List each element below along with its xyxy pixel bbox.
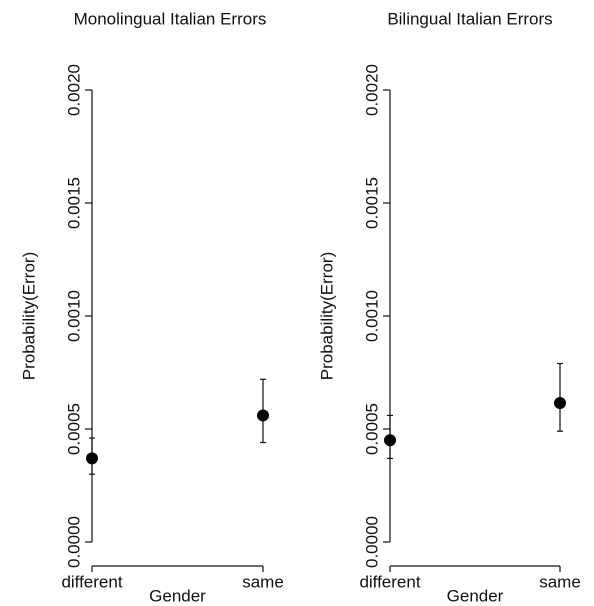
point (257, 409, 269, 422)
y-tick-label: 0.0015 (64, 177, 83, 229)
x-axis-label: Gender (149, 586, 206, 605)
point (86, 452, 98, 465)
chart-title: Bilingual Italian Errors (387, 9, 552, 28)
y-axis-label: Probability(Error) (19, 252, 38, 380)
y-tick-label: 0.0005 (64, 403, 83, 455)
x-tick-label: different (359, 572, 420, 591)
y-tick-label: 0.0005 (362, 403, 381, 455)
y-tick-label: 0.0000 (362, 516, 381, 568)
y-tick-label: 0.0020 (64, 64, 83, 116)
x-tick-label: same (539, 572, 581, 591)
point (384, 434, 396, 447)
y-tick-label: 0.0020 (362, 64, 381, 116)
x-tick-label: different (61, 572, 122, 591)
y-axis-label: Probability(Error) (317, 252, 336, 380)
x-axis-label: Gender (447, 586, 504, 605)
y-tick-label: 0.0010 (64, 290, 83, 342)
point (554, 397, 566, 410)
y-tick-label: 0.0015 (362, 177, 381, 229)
y-tick-label: 0.0000 (64, 516, 83, 568)
x-tick-label: same (242, 572, 284, 591)
y-tick-label: 0.0010 (362, 290, 381, 342)
chart-title: Monolingual Italian Errors (74, 9, 267, 28)
